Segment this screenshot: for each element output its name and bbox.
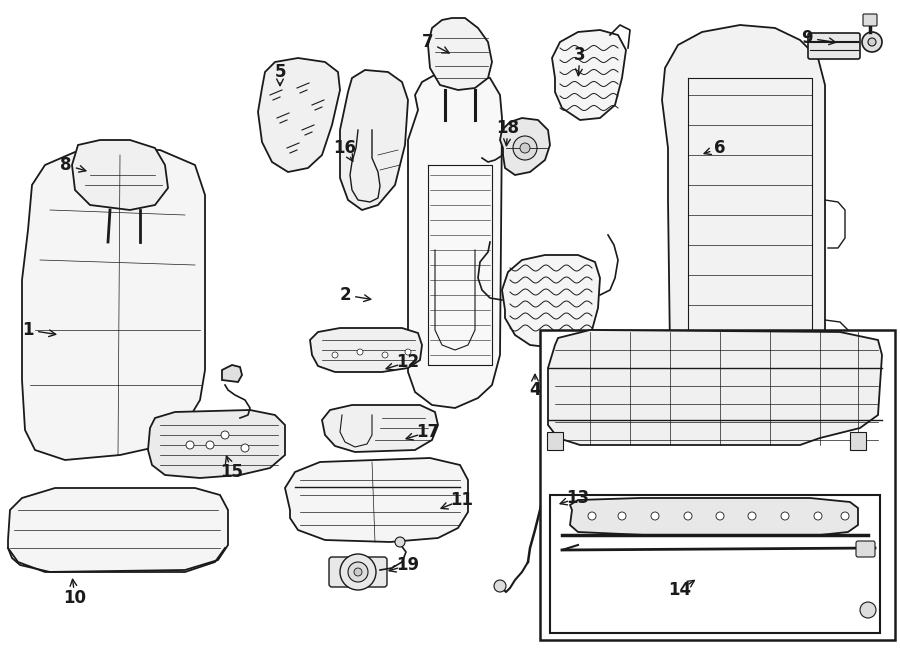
FancyBboxPatch shape [863,14,877,26]
Circle shape [340,554,376,590]
Circle shape [860,602,876,618]
Polygon shape [547,432,563,450]
Text: 9: 9 [801,29,813,47]
Text: 3: 3 [574,46,586,64]
Circle shape [618,512,626,520]
FancyBboxPatch shape [856,541,875,557]
Circle shape [841,512,849,520]
Circle shape [494,580,506,592]
Circle shape [382,352,388,358]
Text: 5: 5 [274,63,286,81]
Circle shape [357,349,363,355]
Text: 7: 7 [422,33,434,51]
Polygon shape [548,330,882,445]
Circle shape [684,512,692,520]
Polygon shape [8,488,228,572]
Polygon shape [502,255,600,348]
Circle shape [332,352,338,358]
Polygon shape [148,410,285,478]
Text: 12: 12 [396,353,419,371]
Polygon shape [322,405,438,452]
Polygon shape [285,458,468,542]
Text: 16: 16 [334,139,356,157]
Circle shape [354,568,362,576]
Circle shape [405,349,411,355]
Circle shape [520,143,530,153]
Polygon shape [22,150,205,460]
Circle shape [862,32,882,52]
Text: 6: 6 [715,139,725,157]
FancyBboxPatch shape [808,33,860,59]
Polygon shape [408,70,502,408]
Circle shape [748,512,756,520]
Text: 17: 17 [417,423,439,441]
Circle shape [395,537,405,547]
Text: 14: 14 [669,581,691,599]
Text: 2: 2 [339,286,351,304]
Polygon shape [570,498,858,535]
Polygon shape [850,432,866,450]
Polygon shape [340,70,408,210]
Text: 15: 15 [220,463,244,481]
Circle shape [221,431,229,439]
Text: 18: 18 [497,119,519,137]
Text: 13: 13 [566,489,590,507]
Bar [550,495,880,633]
Circle shape [588,512,596,520]
Polygon shape [310,328,422,372]
Text: 19: 19 [396,556,419,574]
Circle shape [241,444,249,452]
Polygon shape [552,30,626,120]
Circle shape [868,38,876,46]
Bar [540,330,895,640]
FancyBboxPatch shape [329,557,387,587]
Polygon shape [500,118,550,175]
Text: 1: 1 [22,321,34,339]
Polygon shape [428,18,492,90]
Polygon shape [72,140,168,210]
Polygon shape [222,365,242,382]
Circle shape [348,562,368,582]
Circle shape [206,441,214,449]
Text: 11: 11 [451,491,473,509]
Text: 10: 10 [64,589,86,607]
Circle shape [651,512,659,520]
Text: 8: 8 [60,156,72,174]
Polygon shape [662,25,825,412]
Circle shape [513,136,537,160]
Circle shape [814,512,822,520]
Circle shape [716,512,724,520]
Circle shape [186,441,194,449]
Polygon shape [258,58,340,172]
Text: 4: 4 [529,381,541,399]
Circle shape [781,512,789,520]
